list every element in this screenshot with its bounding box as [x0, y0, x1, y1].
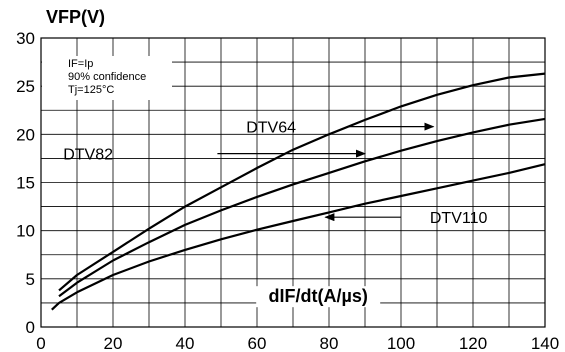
series-labels: DTV64 DTV82 DTV110 [63, 120, 487, 228]
y-tick-label: 0 [26, 318, 35, 337]
x-axis-title-background [256, 286, 381, 308]
series-label-dtv82: DTV82 [63, 147, 113, 164]
x-tick-label: 140 [531, 334, 559, 352]
x-tick-label: 80 [320, 334, 339, 352]
annotation-line: Tj=125°C [68, 84, 114, 96]
y-axis-title: VFP(V) [46, 7, 105, 27]
y-tick-label: 15 [16, 174, 35, 193]
y-tick-label: 5 [26, 270, 35, 289]
series-label-dtv64: DTV64 [246, 120, 296, 137]
x-tick-label: 40 [176, 334, 195, 352]
series-lines [51, 72, 546, 311]
x-tick-label: 120 [459, 334, 487, 352]
x-tick-label: 100 [387, 334, 415, 352]
annotation-line: IF=Ip [68, 58, 93, 70]
y-tick-label: 25 [16, 77, 35, 96]
series-line-dtv64 [58, 72, 546, 292]
annotation-line: 90% confidence [68, 71, 146, 83]
tick-labels: 0 20 40 60 80 100 120 140 0 5 10 15 20 25 30 [16, 29, 559, 352]
plot-frame [40, 37, 546, 328]
x-tick-label: 20 [104, 334, 123, 352]
x-tick-label: 0 [36, 334, 45, 352]
y-tick-label: 30 [16, 29, 35, 48]
x-axis-title: dIF/dt(A/µs) [269, 286, 368, 306]
y-tick-label: 20 [16, 125, 35, 144]
annotation-box [42, 56, 172, 100]
series-line-dtv82 [58, 117, 546, 298]
y-tick-label: 10 [16, 222, 35, 241]
series-label-dtv110: DTV110 [430, 210, 488, 227]
series-line-dtv110 [51, 163, 546, 311]
x-tick-label: 60 [248, 334, 267, 352]
